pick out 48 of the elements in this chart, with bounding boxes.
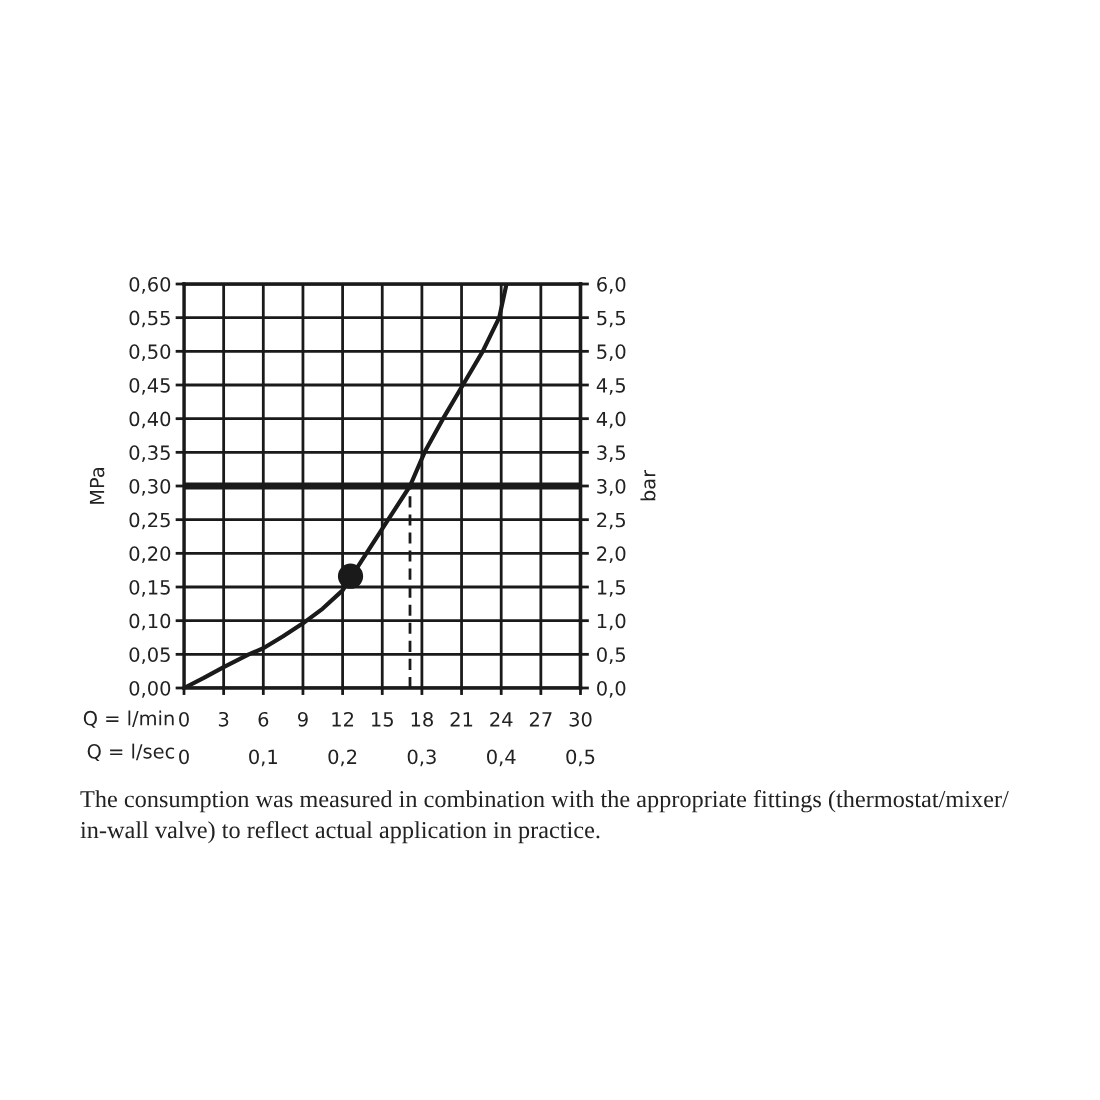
- y-tick-label: 0,50: [129, 344, 171, 361]
- y-tick-label: 0,55: [129, 310, 170, 328]
- y2-tick-label: 1,5: [597, 580, 625, 597]
- x2-tick-label: 0,2: [328, 749, 357, 767]
- y-tick-label: 0,25: [129, 512, 170, 530]
- y-tick-label: 0,45: [129, 377, 170, 395]
- y-tick-label: 0,15: [129, 579, 170, 597]
- x2-tick-label: 0,4: [487, 749, 516, 767]
- x-tick-label: 6: [258, 711, 269, 727]
- x2-tick-label: 0,3: [407, 749, 436, 767]
- x-tick-label: 3: [218, 711, 229, 727]
- y2-tick-label: 0,0: [597, 680, 626, 698]
- y-tick-label: 0,60: [129, 276, 171, 294]
- x-tick-label: 12: [332, 711, 354, 727]
- y2-tick-label: 2,5: [597, 512, 625, 530]
- x2-axis-title: Q = l/sec: [87, 743, 175, 761]
- x-tick-label: 18: [411, 711, 433, 727]
- y-tick-label: 0,30: [129, 478, 171, 496]
- x-tick-label: 21: [450, 711, 473, 727]
- y-tick-label: 0,05: [129, 647, 170, 664]
- y-tick-label: 0,40: [129, 411, 171, 429]
- y-axis-title: MPa: [89, 467, 105, 504]
- x-tick-label: 27: [529, 711, 552, 727]
- y2-tick-label: 3,0: [597, 478, 626, 496]
- y2-tick-label: 4,0: [596, 411, 626, 429]
- y-tick-label: 0,10: [129, 613, 171, 631]
- y2-tick-label: 1,0: [597, 613, 626, 631]
- x-axis-title: Q = l/min: [83, 710, 174, 728]
- y-tick-label: 0,35: [129, 445, 170, 462]
- y2-tick-label: 5,0: [597, 344, 626, 361]
- x-tick-label: 30: [569, 711, 592, 727]
- y2-tick-label: 3,5: [597, 445, 625, 462]
- y2-tick-label: 4,5: [596, 378, 625, 395]
- y2-tick-label: 0,5: [597, 647, 625, 664]
- y-tick-label: 0,20: [129, 546, 171, 563]
- x-tick-label: 15: [372, 712, 393, 727]
- y2-tick-label: 5,5: [597, 310, 625, 328]
- y-tick-label: 0,00: [129, 680, 171, 698]
- x-tick-label: 24: [490, 711, 513, 727]
- x-tick-label: 0: [179, 711, 189, 727]
- x2-tick-label: 0,5: [566, 749, 595, 767]
- y2-axis-title: bar: [640, 469, 656, 501]
- text: The consumption was measured in combination with the appropriate fittings (thermostat/mixer/ in-wall valve) to reflect actual application in practice.: [80, 790, 1009, 844]
- x2-tick-label: 0: [179, 749, 189, 765]
- y2-tick-label: 2,0: [597, 546, 626, 563]
- x-tick-label: 9: [297, 711, 308, 727]
- y2-tick-label: 6,0: [597, 276, 626, 294]
- x2-tick-label: 0,1: [249, 749, 277, 767]
